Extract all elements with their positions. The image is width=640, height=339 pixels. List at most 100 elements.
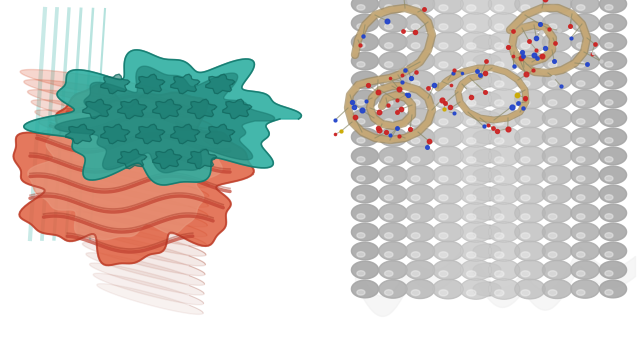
Polygon shape	[467, 24, 476, 30]
Polygon shape	[351, 261, 379, 279]
Polygon shape	[205, 124, 235, 144]
Polygon shape	[488, 0, 520, 14]
Polygon shape	[495, 81, 504, 87]
Polygon shape	[467, 233, 476, 239]
Polygon shape	[577, 176, 585, 181]
Polygon shape	[460, 32, 492, 52]
Polygon shape	[548, 119, 557, 125]
Polygon shape	[357, 214, 365, 219]
Polygon shape	[600, 166, 627, 184]
Polygon shape	[521, 81, 530, 87]
Polygon shape	[351, 147, 379, 165]
Polygon shape	[379, 71, 407, 89]
Polygon shape	[542, 89, 572, 108]
Polygon shape	[20, 69, 213, 108]
Ellipse shape	[473, 92, 501, 106]
Polygon shape	[439, 24, 448, 30]
Polygon shape	[571, 261, 599, 279]
Polygon shape	[542, 279, 572, 299]
Polygon shape	[515, 127, 545, 147]
Polygon shape	[433, 165, 463, 185]
Polygon shape	[153, 99, 182, 119]
Polygon shape	[488, 241, 520, 261]
Polygon shape	[433, 260, 463, 280]
Polygon shape	[542, 71, 572, 89]
Polygon shape	[542, 203, 572, 222]
Polygon shape	[571, 33, 599, 51]
Polygon shape	[439, 271, 448, 277]
Polygon shape	[548, 81, 557, 86]
Polygon shape	[605, 5, 613, 10]
Polygon shape	[379, 147, 407, 165]
Polygon shape	[64, 191, 207, 227]
Polygon shape	[571, 128, 599, 146]
Polygon shape	[385, 233, 393, 238]
Polygon shape	[495, 24, 504, 30]
Polygon shape	[357, 138, 365, 143]
Polygon shape	[577, 43, 585, 48]
Polygon shape	[385, 214, 393, 219]
Polygon shape	[571, 223, 599, 241]
Polygon shape	[548, 271, 557, 277]
Polygon shape	[605, 195, 613, 200]
Polygon shape	[460, 203, 492, 223]
Polygon shape	[488, 146, 520, 166]
Polygon shape	[542, 108, 572, 127]
Polygon shape	[405, 127, 435, 146]
Polygon shape	[351, 280, 379, 298]
Polygon shape	[412, 195, 420, 201]
Polygon shape	[60, 181, 208, 217]
Polygon shape	[405, 14, 435, 33]
Polygon shape	[571, 90, 599, 108]
Polygon shape	[542, 33, 572, 52]
Polygon shape	[571, 52, 599, 70]
Polygon shape	[405, 89, 435, 108]
Polygon shape	[357, 43, 365, 48]
Polygon shape	[379, 0, 407, 13]
Polygon shape	[379, 223, 407, 241]
Polygon shape	[521, 24, 530, 30]
Polygon shape	[405, 279, 435, 299]
Polygon shape	[351, 204, 379, 222]
Polygon shape	[24, 50, 301, 185]
Polygon shape	[136, 124, 165, 144]
Polygon shape	[515, 203, 545, 223]
Polygon shape	[542, 260, 572, 280]
Polygon shape	[171, 74, 200, 94]
Polygon shape	[548, 233, 557, 239]
Ellipse shape	[473, 282, 501, 296]
Polygon shape	[385, 100, 393, 105]
Polygon shape	[385, 157, 393, 162]
Polygon shape	[600, 14, 627, 32]
Polygon shape	[433, 203, 463, 223]
Polygon shape	[68, 201, 207, 237]
Polygon shape	[600, 52, 627, 70]
Polygon shape	[86, 253, 205, 285]
Polygon shape	[412, 5, 420, 11]
Polygon shape	[515, 32, 545, 52]
Polygon shape	[460, 0, 492, 14]
Polygon shape	[385, 271, 393, 276]
Polygon shape	[605, 24, 613, 29]
Polygon shape	[439, 214, 448, 220]
Polygon shape	[136, 74, 165, 94]
Polygon shape	[600, 147, 627, 165]
Polygon shape	[577, 233, 585, 238]
Polygon shape	[405, 241, 435, 261]
Polygon shape	[433, 222, 463, 242]
Polygon shape	[439, 100, 448, 106]
Polygon shape	[439, 176, 448, 182]
Polygon shape	[433, 146, 463, 166]
Polygon shape	[38, 120, 211, 158]
Polygon shape	[548, 290, 557, 296]
Polygon shape	[605, 100, 613, 105]
Polygon shape	[405, 203, 435, 222]
Polygon shape	[521, 100, 530, 106]
Polygon shape	[385, 252, 393, 257]
Polygon shape	[379, 128, 407, 146]
Polygon shape	[357, 271, 365, 276]
Polygon shape	[439, 157, 448, 163]
Polygon shape	[515, 108, 545, 128]
Polygon shape	[351, 52, 379, 70]
Polygon shape	[379, 109, 407, 127]
